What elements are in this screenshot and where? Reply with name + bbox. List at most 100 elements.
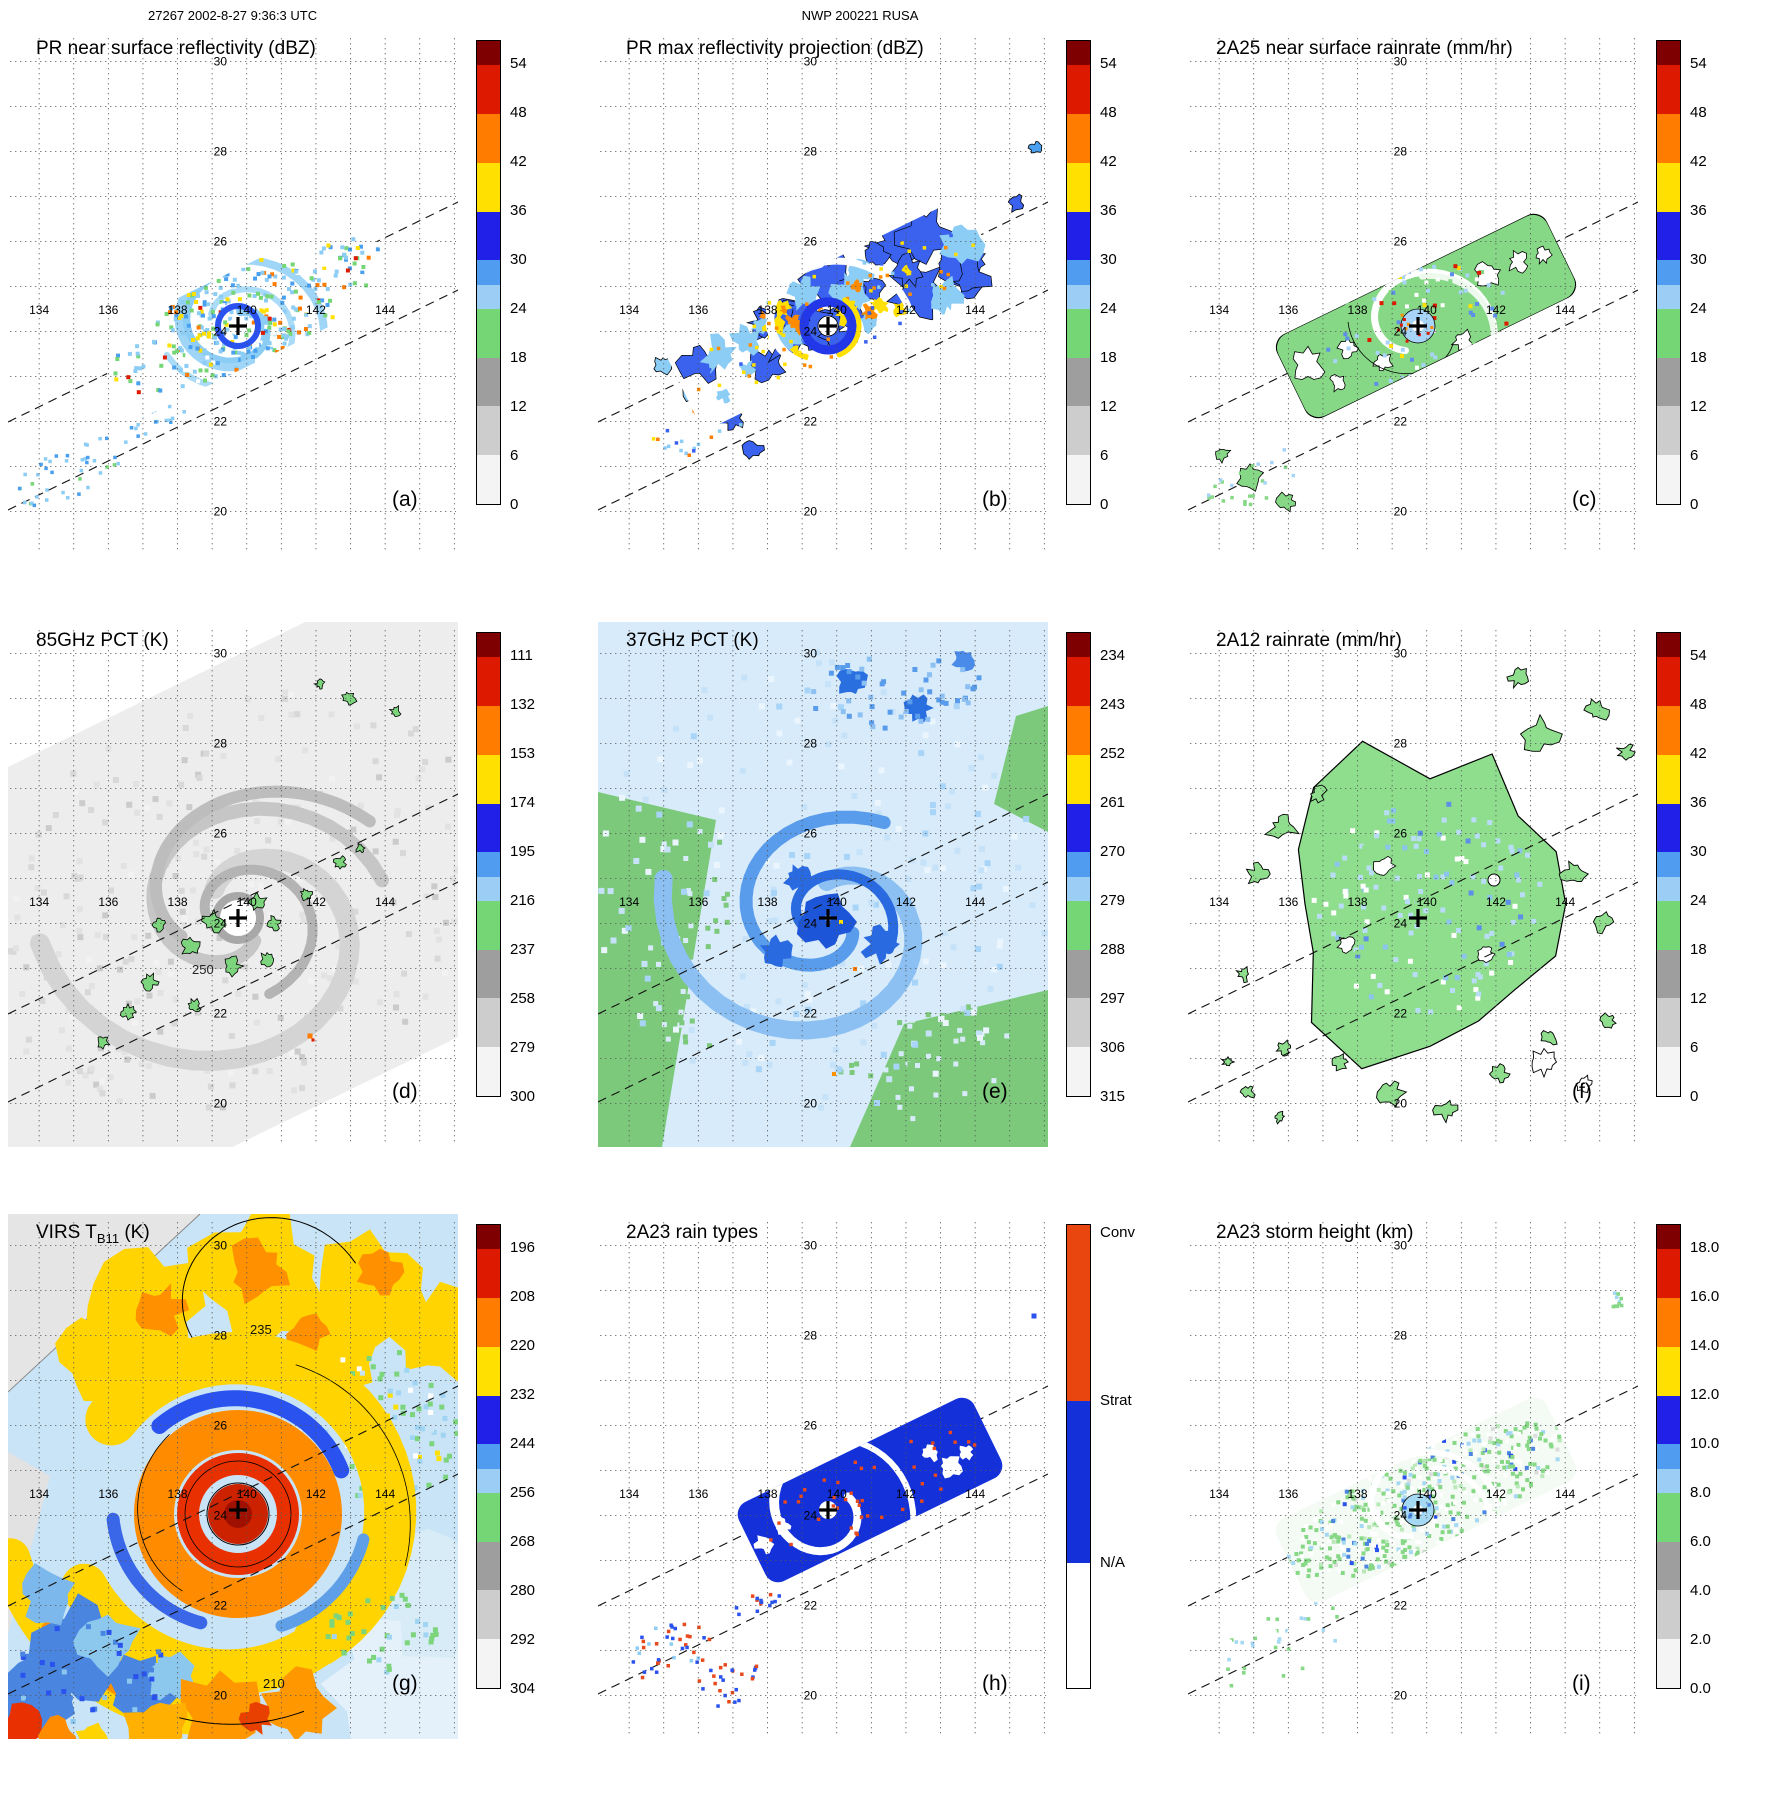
colorbar-tick: 297 <box>1100 990 1126 1008</box>
colorbar-tick: 6.0 <box>1690 1533 1711 1551</box>
axis-labels: 134 136 138 140 142 144 30 28 26 24 22 20 <box>619 1239 985 1703</box>
lon-label: 136 <box>1278 1487 1298 1501</box>
lat-label: 24 <box>1394 1509 1408 1523</box>
colorbar-tick: 24 <box>1690 892 1707 910</box>
graticule <box>600 630 1046 1144</box>
lat-label: 20 <box>1394 505 1408 519</box>
swath-data <box>91 208 401 424</box>
panel-a: 134 136 138 140 142 144 30 28 26 24 22 20 PR near s… <box>8 30 596 615</box>
colorbar-segment <box>1657 901 1680 950</box>
colorbar-segment <box>1657 211 1680 261</box>
lon-label: 138 <box>168 1487 188 1501</box>
colorbar-tick: 18 <box>1100 349 1117 367</box>
swath-edge-lines <box>1188 1385 1638 1695</box>
colorbar-segment <box>1067 852 1090 877</box>
colorbar-tick: 42 <box>1690 153 1707 171</box>
colorbar-segment <box>477 803 500 853</box>
axis-labels: 134 136 138 140 142 144 30 28 26 24 22 20 <box>1209 55 1575 519</box>
colorbar-tick: 18 <box>510 349 527 367</box>
lat-label: 30 <box>214 1239 228 1253</box>
colorbar-segment <box>1657 803 1680 853</box>
colorbar-segment <box>477 284 500 310</box>
lat-label: 22 <box>1394 415 1408 429</box>
colorbar-segment <box>1657 876 1680 902</box>
colorbar-segment <box>1067 754 1090 804</box>
swath-edge-lines <box>598 793 1048 1103</box>
colorbar-segment <box>477 1249 500 1299</box>
panel-a-colorbar: 54 48 42 36 30 24 18 12 6 0 <box>476 40 586 513</box>
lat-label: 22 <box>804 1599 818 1613</box>
lat-label: 20 <box>804 1689 818 1703</box>
colorbar-tick: 10.0 <box>1690 1435 1720 1453</box>
colorbar-segment <box>1067 657 1090 707</box>
colorbar-segment <box>477 65 500 115</box>
lon-label: 144 <box>1555 303 1575 317</box>
contour-label: 210 <box>263 1676 285 1691</box>
colorbar-bar <box>476 40 501 505</box>
colorbar-tick: 111 <box>510 647 533 665</box>
colorbar-segment <box>477 260 500 285</box>
colorbar-segment <box>1657 357 1680 407</box>
lon-label: 140 <box>237 895 257 909</box>
lat-label: 30 <box>1394 647 1408 661</box>
colorbar-tick: 279 <box>1100 892 1126 910</box>
colorbar-segment <box>1657 1541 1680 1591</box>
colorbar-segment <box>1657 1395 1680 1445</box>
colorbar-segment <box>477 1590 500 1640</box>
panel-e-letter: (e) <box>982 1080 1008 1103</box>
lat-label: 24 <box>214 325 228 339</box>
colorbar-segment <box>477 1468 500 1494</box>
colorbar-tick: 24 <box>510 300 527 318</box>
storm-center-cross <box>819 909 837 927</box>
lon-label: 144 <box>965 1487 985 1501</box>
colorbar-segment <box>1657 1493 1680 1542</box>
graticule <box>600 1222 1046 1736</box>
swath-data <box>732 1393 1008 1587</box>
colorbar-segment <box>477 706 500 755</box>
panel-b-colorbar: 54 48 42 36 30 24 18 12 6 0 <box>1066 40 1176 513</box>
colorbar-tick: 36 <box>1100 202 1117 220</box>
colorbar-tick: 0 <box>1100 496 1109 513</box>
colorbar-tick: 195 <box>510 843 536 861</box>
colorbar-tick: 244 <box>510 1435 536 1453</box>
lon-label: 144 <box>965 303 985 317</box>
colorbar-segment <box>1067 455 1090 504</box>
colorbar-segment <box>1067 949 1090 999</box>
lon-label: 136 <box>98 1487 118 1501</box>
colorbar-tick: 54 <box>1690 647 1707 665</box>
lon-label: 136 <box>1278 303 1298 317</box>
lon-label: 142 <box>896 895 916 909</box>
panel-d-title: 85GHz PCT (K) <box>36 630 169 651</box>
lat-label: 20 <box>1394 1097 1408 1111</box>
panel-i: 134 136 138 140 142 144 30 28 26 24 22 20 2A23 stor… <box>1188 1214 1771 1799</box>
colorbar-segment <box>477 633 500 658</box>
lat-label: 24 <box>804 1509 818 1523</box>
lon-label: 134 <box>1209 895 1229 909</box>
colorbar-tick: 261 <box>1100 794 1126 812</box>
panel-b: 134 136 138 140 142 144 30 28 26 24 22 20 PR max re… <box>598 30 1186 615</box>
colorbar-segment <box>477 406 500 456</box>
colorbar-tick: 24 <box>1690 300 1707 318</box>
colorbar-bar <box>476 1224 501 1689</box>
panel-h-map: 134 136 138 140 142 144 30 28 26 24 22 20 <box>598 1222 1048 1736</box>
storm-center-cross <box>819 1501 837 1519</box>
colorbar-tick: 279 <box>510 1039 536 1057</box>
swath-edge-lines <box>8 1385 458 1695</box>
colorbar-tick: 36 <box>1690 202 1707 220</box>
colorbar-segment <box>1067 1400 1090 1563</box>
colorbar-segment <box>1657 1590 1680 1640</box>
colorbar-tick: 256 <box>510 1484 536 1502</box>
colorbar-segment <box>477 876 500 902</box>
colorbar-segment <box>477 1444 500 1469</box>
colorbar-segment <box>477 41 500 66</box>
panel-a-map: 134 136 138 140 142 144 30 28 26 24 22 20 <box>8 38 458 552</box>
colorbar-tick: 12.0 <box>1690 1386 1720 1404</box>
lon-label: 140 <box>237 1487 257 1501</box>
lon-label: 142 <box>306 303 326 317</box>
colorbar-tick: 24 <box>1100 300 1117 318</box>
colorbar-segment <box>1657 1639 1680 1688</box>
lon-label: 140 <box>827 895 847 909</box>
colorbar-tick: 315 <box>1100 1088 1126 1105</box>
colorbar-tick: 216 <box>510 892 536 910</box>
axis-labels: 134 136 138 140 142 144 30 28 26 24 22 20 <box>29 647 395 1111</box>
